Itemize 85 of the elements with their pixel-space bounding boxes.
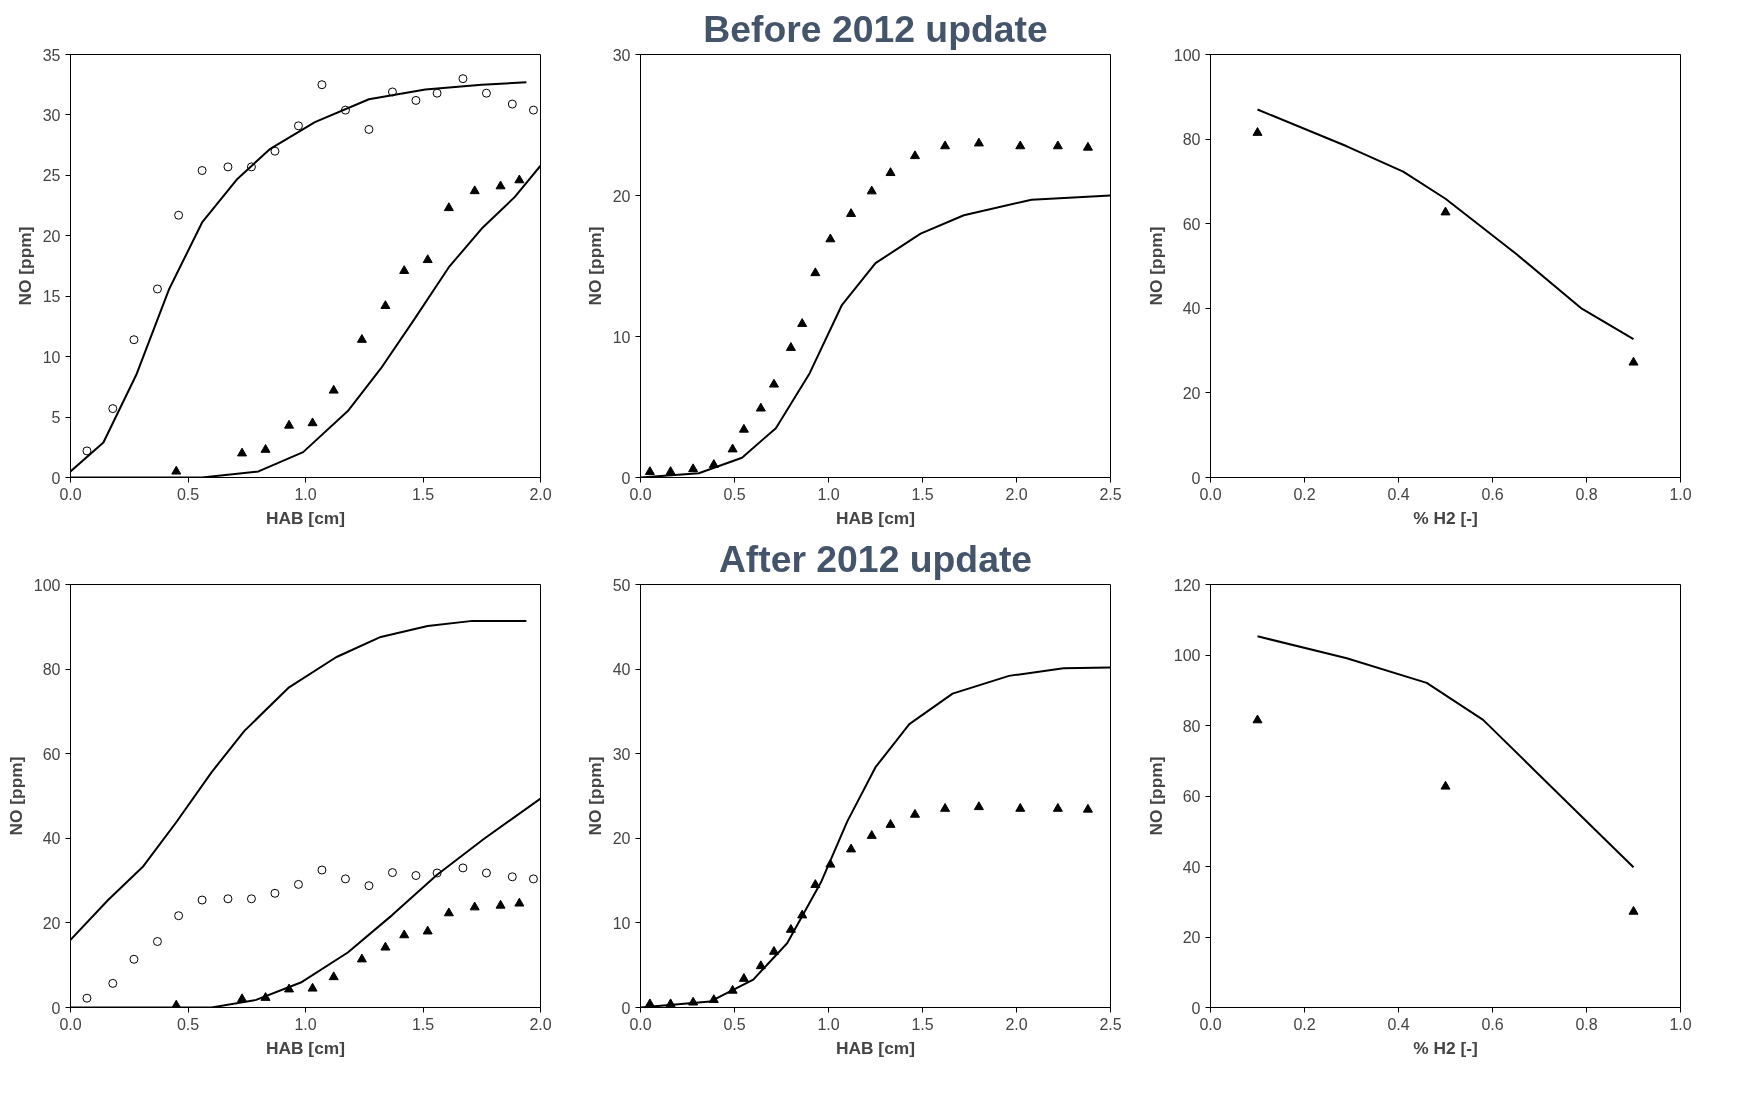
y-tick-label: 0 bbox=[1191, 469, 1201, 487]
y-axis-title: NO [ppm] bbox=[584, 226, 605, 306]
x-tick-label: 0.0 bbox=[629, 1015, 652, 1033]
x-tick-label: 2.0 bbox=[1005, 1015, 1028, 1033]
y-tick-label: 40 bbox=[1182, 300, 1201, 318]
y-tick-label: 30 bbox=[612, 46, 631, 64]
y-tick-label: 80 bbox=[42, 661, 61, 679]
y-tick-label: 40 bbox=[1182, 858, 1201, 876]
chart-title: Before 2012 update bbox=[703, 7, 1048, 50]
y-tick-label: 30 bbox=[42, 106, 61, 124]
x-tick-label: 1.0 bbox=[817, 1015, 840, 1033]
x-tick-label: 0.4 bbox=[1387, 485, 1410, 503]
y-tick-label: 0 bbox=[621, 999, 631, 1017]
x-tick-label: 0.0 bbox=[629, 485, 652, 503]
x-tick-label: 0.5 bbox=[723, 1015, 746, 1033]
x-axis-title: HAB [cm] bbox=[266, 1037, 345, 1058]
y-tick-label: 100 bbox=[33, 576, 61, 594]
x-tick-label: 1.0 bbox=[294, 1015, 317, 1033]
x-tick-label: 2.5 bbox=[1099, 485, 1122, 503]
x-tick-label: 0.4 bbox=[1387, 1015, 1410, 1033]
y-tick-label: 5 bbox=[51, 409, 61, 427]
x-tick-label: 1.0 bbox=[817, 485, 840, 503]
x-tick-label: 1.5 bbox=[411, 1015, 435, 1033]
x-tick-label: 1.5 bbox=[911, 485, 934, 503]
y-tick-label: 10 bbox=[42, 348, 61, 366]
x-tick-label: 0.0 bbox=[59, 485, 82, 503]
y-tick-label: 20 bbox=[42, 914, 61, 932]
x-axis-title: HAB [cm] bbox=[836, 1037, 915, 1058]
y-axis-title: NO [ppm] bbox=[584, 756, 605, 836]
x-tick-label: 2.0 bbox=[529, 485, 552, 503]
y-tick-label: 10 bbox=[612, 914, 631, 932]
x-tick-label: 0.5 bbox=[176, 485, 200, 503]
x-tick-label: 0.0 bbox=[59, 1015, 82, 1033]
y-tick-label: 10 bbox=[612, 328, 631, 346]
y-tick-label: 50 bbox=[612, 576, 631, 594]
x-tick-label: 1.0 bbox=[294, 485, 317, 503]
y-tick-label: 60 bbox=[1182, 215, 1201, 233]
y-tick-label: 60 bbox=[1182, 788, 1201, 805]
x-axis-title: % H2 [-] bbox=[1413, 507, 1478, 528]
y-tick-label: 40 bbox=[42, 830, 61, 848]
x-tick-label: 0.0 bbox=[1199, 485, 1222, 503]
x-tick-label: 0.5 bbox=[723, 485, 746, 503]
y-tick-label: 0 bbox=[51, 999, 61, 1017]
y-tick-label: 30 bbox=[612, 745, 631, 763]
x-tick-label: 0.5 bbox=[176, 1015, 200, 1033]
x-tick-label: 0.2 bbox=[1293, 485, 1316, 503]
x-axis-title: HAB [cm] bbox=[266, 507, 345, 528]
x-axis-title: HAB [cm] bbox=[836, 507, 915, 528]
x-tick-label: 2.0 bbox=[1005, 485, 1028, 503]
y-tick-label: 20 bbox=[612, 187, 631, 205]
y-tick-label: 120 bbox=[1173, 576, 1201, 594]
x-tick-label: 0.6 bbox=[1481, 1015, 1504, 1033]
x-tick-label: 2.0 bbox=[529, 1015, 552, 1033]
y-tick-label: 20 bbox=[612, 830, 631, 848]
y-tick-label: 25 bbox=[42, 167, 61, 185]
y-tick-label: 20 bbox=[1182, 929, 1201, 946]
y-tick-label: 15 bbox=[42, 288, 61, 306]
y-tick-label: 0 bbox=[51, 469, 61, 487]
y-axis-title: NO [ppm] bbox=[5, 756, 26, 836]
y-tick-label: 20 bbox=[42, 227, 61, 245]
y-axis-title: NO [ppm] bbox=[1145, 226, 1166, 306]
x-tick-label: 2.5 bbox=[1099, 1015, 1122, 1033]
y-tick-label: 80 bbox=[1182, 131, 1201, 149]
y-tick-label: 100 bbox=[1173, 647, 1201, 664]
y-tick-label: 60 bbox=[42, 745, 61, 763]
x-tick-label: 0.0 bbox=[1199, 1015, 1222, 1033]
x-tick-label: 1.5 bbox=[911, 1015, 934, 1033]
y-tick-label: 20 bbox=[1182, 384, 1201, 402]
y-tick-label: 100 bbox=[1173, 46, 1201, 64]
y-tick-label: 35 bbox=[42, 46, 61, 64]
x-tick-label: 0.6 bbox=[1481, 485, 1504, 503]
x-axis-title: % H2 [-] bbox=[1413, 1037, 1478, 1058]
y-axis-title: NO [ppm] bbox=[14, 226, 35, 306]
y-tick-label: 0 bbox=[621, 469, 631, 487]
x-tick-label: 0.2 bbox=[1293, 1015, 1316, 1033]
y-axis-title: NO [ppm] bbox=[1145, 756, 1166, 836]
x-tick-label: 1.0 bbox=[1669, 1015, 1692, 1033]
y-tick-label: 40 bbox=[612, 661, 631, 679]
y-tick-label: 0 bbox=[1191, 999, 1201, 1017]
x-tick-label: 0.8 bbox=[1575, 1015, 1598, 1033]
chart-title: After 2012 update bbox=[718, 537, 1033, 580]
x-tick-label: 0.8 bbox=[1575, 485, 1598, 503]
x-tick-label: 1.5 bbox=[411, 485, 435, 503]
x-tick-label: 1.0 bbox=[1669, 485, 1692, 503]
y-tick-label: 80 bbox=[1182, 717, 1201, 735]
